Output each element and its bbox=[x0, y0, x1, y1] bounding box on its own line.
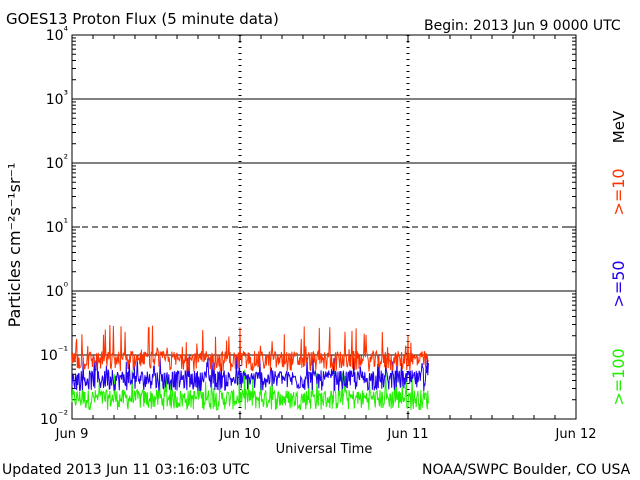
chart-title: GOES13 Proton Flux (5 minute data) bbox=[6, 10, 279, 28]
y-tick-label: 10⁻² bbox=[40, 408, 68, 428]
y-tick-label: 10⁴ bbox=[46, 24, 69, 44]
x-tick-label: Jun 10 bbox=[219, 427, 261, 442]
legend-entry-ge10: >=10 bbox=[609, 168, 628, 215]
x-tick-label: Jun 9 bbox=[55, 427, 89, 442]
legend-entry-ge100: >=100 bbox=[609, 348, 628, 405]
series-line-2 bbox=[71, 369, 429, 411]
x-tick-label: Jun 12 bbox=[555, 427, 597, 442]
legend-unit-label: MeV bbox=[610, 110, 628, 143]
x-tick-labels: Jun 9 Jun 10 Jun 11 Jun 12 bbox=[55, 427, 597, 442]
y-axis-label: Particles cm⁻²s⁻¹sr⁻¹ bbox=[5, 163, 24, 328]
y-tick-label: 10⁰ bbox=[46, 280, 69, 300]
x-axis-label: Universal Time bbox=[276, 442, 373, 457]
series-line-1 bbox=[71, 355, 429, 392]
y-tick-label: 10¹ bbox=[46, 216, 68, 236]
y-tick-label: 10² bbox=[46, 152, 68, 172]
credit-label: NOAA/SWPC Boulder, CO USA bbox=[422, 462, 631, 478]
y-tick-label: 10⁻¹ bbox=[40, 344, 68, 364]
series-line-0 bbox=[71, 324, 429, 372]
x-tick-label: Jun 11 bbox=[387, 427, 429, 442]
series-layer bbox=[71, 324, 429, 411]
y-tick-labels: 10⁻² 10⁻¹ 10⁰ 10¹ 10² 10³ 10⁴ bbox=[40, 24, 69, 428]
day-marker-lines bbox=[238, 35, 410, 419]
begin-time: Begin: 2013 Jun 9 0000 UTC bbox=[424, 18, 621, 34]
updated-timestamp: Updated 2013 Jun 11 03:16:03 UTC bbox=[2, 462, 250, 478]
legend-entry-ge50: >=50 bbox=[609, 260, 628, 307]
y-tick-label: 10³ bbox=[46, 88, 68, 108]
